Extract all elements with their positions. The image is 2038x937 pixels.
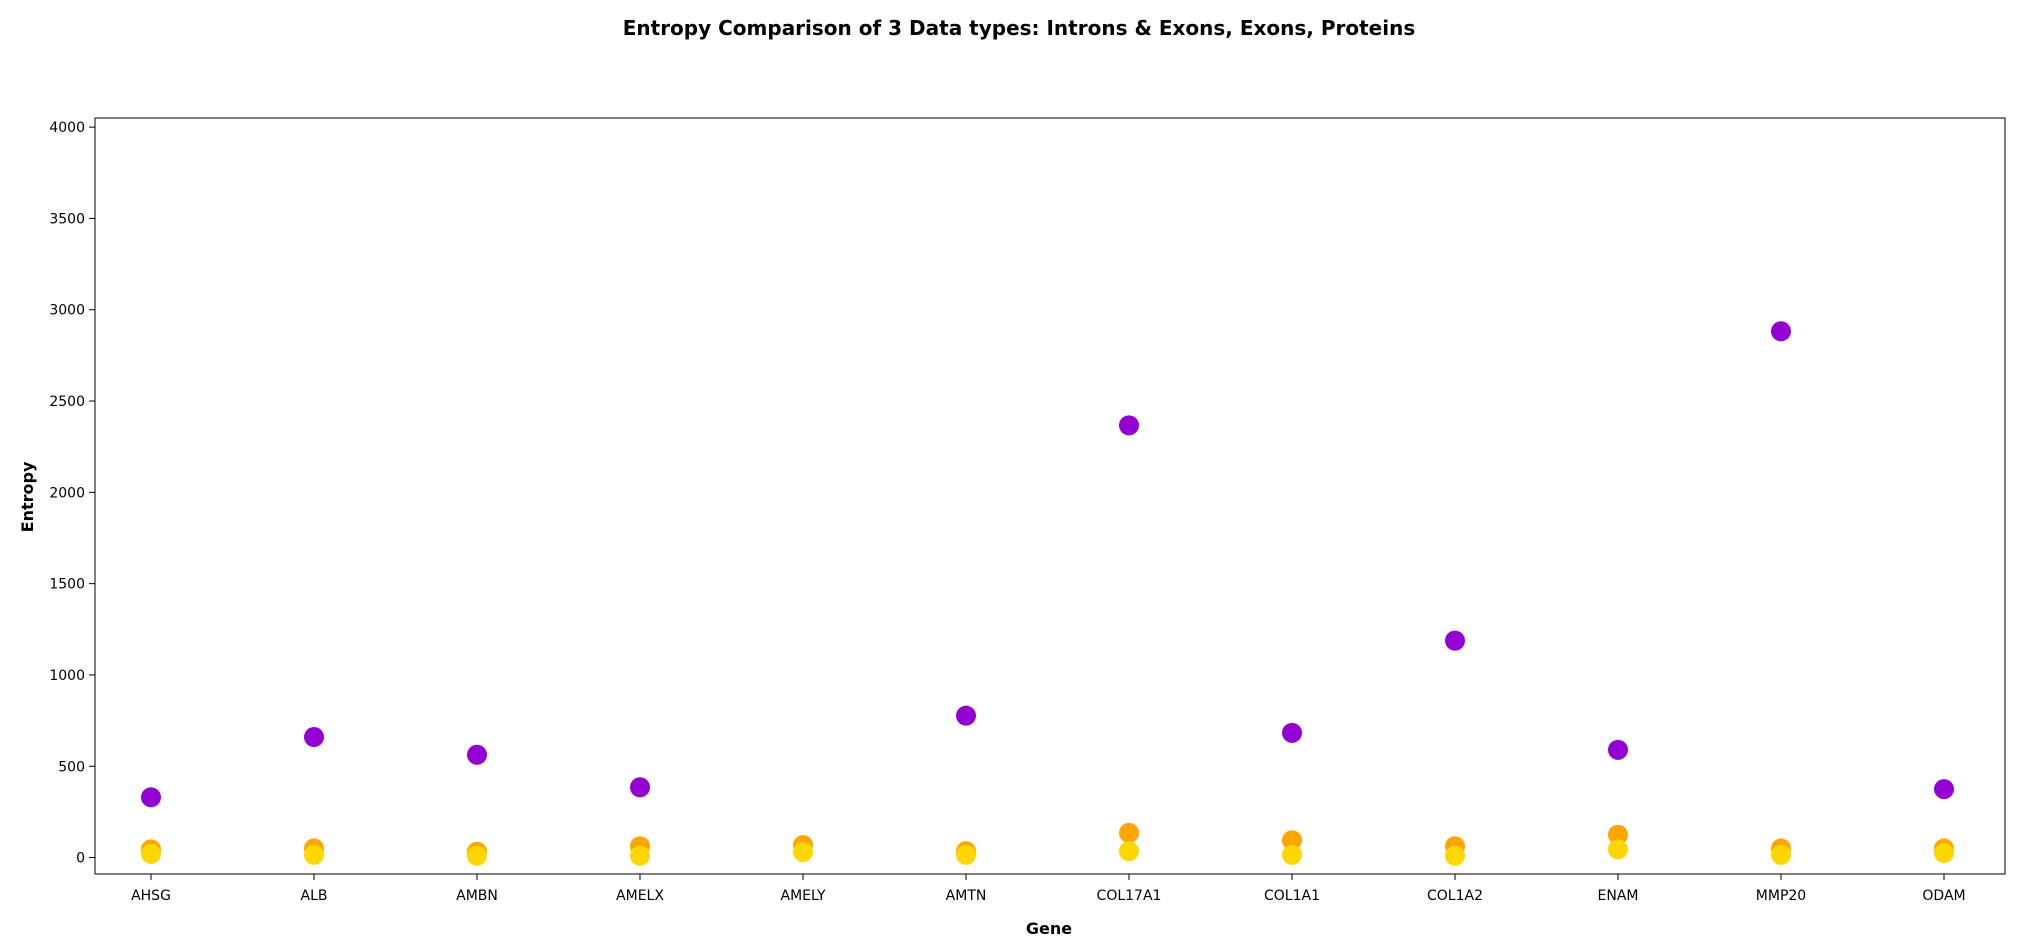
x-axis-label: Gene	[1026, 919, 1072, 937]
data-point-series-3-amelx	[630, 845, 650, 866]
x-tick-label-amely: AMELY	[781, 888, 826, 904]
data-point-series-3-col17a1	[1119, 841, 1139, 862]
plot-frame	[94, 117, 2006, 875]
x-tick-label-enam: ENAM	[1598, 888, 1639, 904]
data-point-series-1-amelx	[630, 777, 650, 798]
y-tick-label: 3500	[49, 211, 85, 227]
x-tick-label-alb: ALB	[301, 888, 328, 904]
data-point-series-1-odam	[1934, 779, 1954, 800]
data-point-series-2-enam	[1608, 824, 1628, 845]
x-tick-label-col1a2: COL1A2	[1427, 888, 1483, 904]
chart-title: Entropy Comparison of 3 Data types: Intr…	[623, 16, 1416, 40]
x-tick-label-col17a1: COL17A1	[1097, 888, 1162, 904]
x-tick-label-amelx: AMELX	[616, 888, 664, 904]
x-tick-label-amtn: AMTN	[946, 888, 987, 904]
data-point-series-1-amtn	[956, 705, 976, 726]
x-tick-label-ahsg: AHSG	[131, 888, 171, 904]
data-point-series-1-alb	[304, 727, 324, 748]
data-point-series-3-amely	[793, 842, 813, 863]
y-tick-label: 3000	[49, 303, 85, 319]
data-point-series-3-ambn	[467, 845, 487, 866]
data-point-series-3-mmp20	[1771, 844, 1791, 865]
data-point-series-3-alb	[304, 844, 324, 865]
data-point-series-3-col1a1	[1282, 844, 1302, 865]
x-tick-label-ambn: AMBN	[456, 888, 498, 904]
y-tick-label: 1000	[49, 668, 85, 684]
y-tick-label: 1500	[49, 577, 85, 593]
x-tick-label-mmp20: MMP20	[1756, 888, 1806, 904]
data-point-series-1-col1a1	[1282, 722, 1302, 743]
scatter-points	[141, 321, 1954, 866]
data-point-series-1-mmp20	[1771, 321, 1791, 342]
x-axis: AHSG ALB AMBN AMELX AMELY AMTN COL17A1 COL1A1 CO…	[131, 874, 1966, 904]
data-point-series-1-col17a1	[1119, 415, 1139, 436]
data-point-series-3-amtn	[956, 844, 976, 865]
data-point-series-1-ahsg	[141, 787, 161, 808]
x-tick-label-col1a1: COL1A1	[1264, 888, 1320, 904]
y-axis-label: Entropy	[18, 461, 37, 532]
data-point-series-1-ambn	[467, 744, 487, 765]
y-tick-label: 0	[76, 851, 85, 867]
y-tick-label: 500	[58, 759, 85, 775]
data-point-series-3-ahsg	[141, 843, 161, 864]
y-tick-label: 4000	[49, 120, 85, 136]
data-point-series-3-odam	[1934, 843, 1954, 863]
data-point-series-3-enam	[1608, 839, 1628, 860]
data-point-series-2-col1a1	[1282, 830, 1302, 851]
data-point-series-1-col1a2	[1445, 630, 1465, 651]
x-tick-label-odam: ODAM	[1922, 888, 1965, 904]
y-tick-label: 2000	[49, 485, 85, 501]
y-tick-label: 2500	[49, 394, 85, 410]
data-point-series-3-col1a2	[1445, 845, 1465, 866]
y-axis: 0 500 1000 1500 2000 2500 3000 3500 4000	[49, 120, 95, 867]
data-point-series-1-enam	[1608, 739, 1628, 760]
data-point-series-2-col17a1	[1119, 822, 1139, 843]
